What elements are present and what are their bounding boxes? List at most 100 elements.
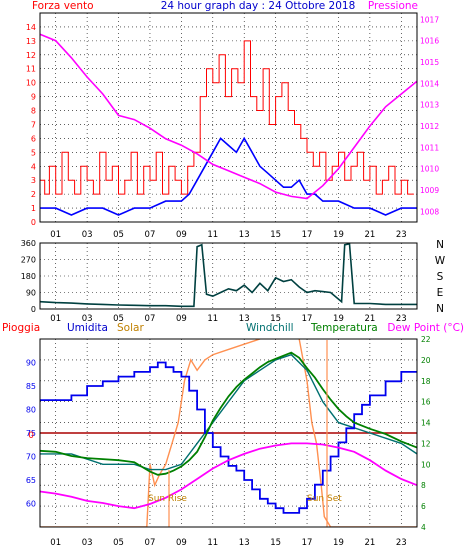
series-wind-direction (40, 243, 417, 308)
temperature-x-tick-label: 19 (333, 538, 344, 548)
series-humidity (40, 361, 417, 514)
wind-x-tick-label: 05 (113, 230, 124, 240)
temperature-y-tick-label: 20 (421, 356, 431, 365)
wind-x-tick-label: 23 (396, 230, 407, 240)
direction-x-tick-label: 05 (113, 314, 124, 324)
axis-ticks-temperature: 60 65 70 75 80 85 90 4 6 8 10 12 14 16 18 20 22 01 03 05 07 0… (26, 335, 431, 548)
frame-direction (39, 242, 418, 310)
panel-wind-pressure: 0123456789101112131410081009101010111012… (26, 12, 440, 240)
wind-x-tick-label: 09 (176, 230, 187, 240)
wind-title: Forza vento (32, 0, 94, 12)
chart-title: 24 hour graph day : 24 Ottobre 2018 (161, 0, 356, 12)
compass-e: E (437, 287, 444, 299)
wind-x-tick-label: 03 (82, 230, 93, 240)
wind-y-tick-label: 11 (26, 65, 36, 74)
humidity-y-tick-label: 90 (26, 359, 36, 368)
frame-wind (39, 12, 418, 223)
panel-wind-direction: 0 90 180 270 360 01 03 05 07 09 11 13 15 17 19 21 23 N W… (21, 239, 446, 324)
wind-y-tick-label: 8 (31, 107, 36, 116)
temperature-y-tick-label: 8 (421, 481, 426, 490)
temperature-y-tick-label: 4 (421, 523, 426, 532)
direction-x-tick-label: 01 (50, 314, 61, 324)
solar-title: Solar (117, 322, 144, 334)
direction-x-tick-label: 11 (207, 314, 218, 324)
wind-x-tick-label: 21 (364, 230, 375, 240)
wind-y-tick-label: 3 (31, 176, 36, 185)
wind-x-tick-label: 19 (333, 230, 344, 240)
humidity-y-tick-label: 65 (26, 476, 36, 485)
humidity-y-tick-label: 60 (26, 500, 36, 509)
axis-ticks-wind: 0123456789101112131410081009101010111012… (26, 15, 440, 240)
wind-y-tick-label: 5 (31, 148, 36, 157)
temperature-x-tick-label: 15 (270, 538, 281, 548)
wind-x-tick-label: 13 (239, 230, 250, 240)
temperature-y-tick-label: 12 (421, 439, 431, 448)
temperature-x-tick-label: 03 (82, 538, 93, 548)
direction-y-tick-label: 270 (21, 256, 36, 265)
pressure-y-tick-label: 1011 (420, 143, 439, 152)
wind-y-tick-label: 2 (31, 190, 36, 199)
temperature-title: Temperatura (310, 322, 378, 334)
direction-x-tick-label: 13 (239, 314, 250, 324)
wind-y-tick-label: 14 (26, 23, 36, 32)
humidity-y-tick-label: 85 (26, 382, 36, 391)
temperature-y-tick-label: 16 (421, 398, 431, 407)
direction-y-tick-label: 180 (21, 272, 36, 281)
humidity-y-tick-label: 70 (26, 453, 36, 462)
pressure-y-tick-label: 1014 (420, 79, 439, 88)
pressure-y-tick-label: 1013 (420, 101, 439, 110)
dewpoint-title: Dew Point (°C) (387, 322, 464, 334)
grid-wind (40, 13, 417, 223)
compass-s: S (437, 271, 444, 283)
direction-x-tick-label: 15 (270, 314, 281, 324)
compass-n-bottom: N (436, 303, 444, 315)
temperature-x-tick-label: 17 (302, 538, 313, 548)
temperature-x-tick-label: 13 (239, 538, 250, 548)
direction-y-tick-label: 0 (31, 305, 36, 314)
temperature-x-tick-label: 09 (176, 538, 187, 548)
temperature-y-tick-label: 18 (421, 377, 431, 386)
pressure-y-tick-label: 1010 (420, 165, 439, 174)
temperature-y-tick-label: 14 (421, 419, 431, 428)
rain-zero-label: 0 (28, 431, 34, 441)
direction-x-tick-label: 19 (333, 314, 344, 324)
direction-x-tick-label: 21 (364, 314, 375, 324)
direction-x-tick-label: 07 (145, 314, 156, 324)
direction-y-tick-label: 90 (26, 289, 36, 298)
direction-x-tick-label: 17 (302, 314, 313, 324)
wind-y-tick-label: 1 (31, 204, 36, 213)
direction-x-tick-label: 23 (396, 314, 407, 324)
wind-y-tick-label: 7 (31, 120, 36, 129)
wind-x-tick-label: 07 (145, 230, 156, 240)
humidity-y-tick-label: 80 (26, 406, 36, 415)
series-temperature (40, 351, 417, 476)
pressure-y-tick-label: 1012 (420, 122, 439, 131)
wind-y-tick-label: 4 (31, 162, 36, 171)
rain-title: Pioggia (2, 322, 40, 334)
pressure-y-tick-label: 1016 (420, 37, 439, 46)
humidity-title: Umidita (67, 322, 108, 334)
wind-y-tick-label: 6 (31, 134, 36, 143)
pressure-y-tick-label: 1009 (420, 186, 439, 195)
sunrise-label: Sun Rise (148, 494, 187, 504)
temperature-x-tick-label: 21 (364, 538, 375, 548)
wind-y-tick-label: 12 (26, 51, 36, 60)
pressure-y-tick-label: 1017 (420, 15, 439, 24)
temperature-y-tick-label: 22 (421, 335, 431, 344)
wind-x-tick-label: 17 (302, 230, 313, 240)
temperature-y-tick-label: 10 (421, 460, 431, 469)
humidity-y-tick-label: 75 (26, 429, 36, 438)
windchill-title: Windchill (246, 322, 294, 334)
temperature-x-tick-label: 05 (113, 538, 124, 548)
wind-x-tick-label: 15 (270, 230, 281, 240)
temperature-x-tick-label: 07 (145, 538, 156, 548)
series-solar (40, 339, 417, 527)
compass-w: W (435, 255, 446, 267)
pressure-y-tick-label: 1015 (420, 58, 439, 67)
pressure-title: Pressione (368, 0, 418, 12)
series-wind-speed (40, 40, 414, 195)
wind-y-tick-label: 13 (26, 37, 36, 46)
direction-x-tick-label: 09 (176, 314, 187, 324)
wind-y-tick-label: 10 (26, 79, 36, 88)
